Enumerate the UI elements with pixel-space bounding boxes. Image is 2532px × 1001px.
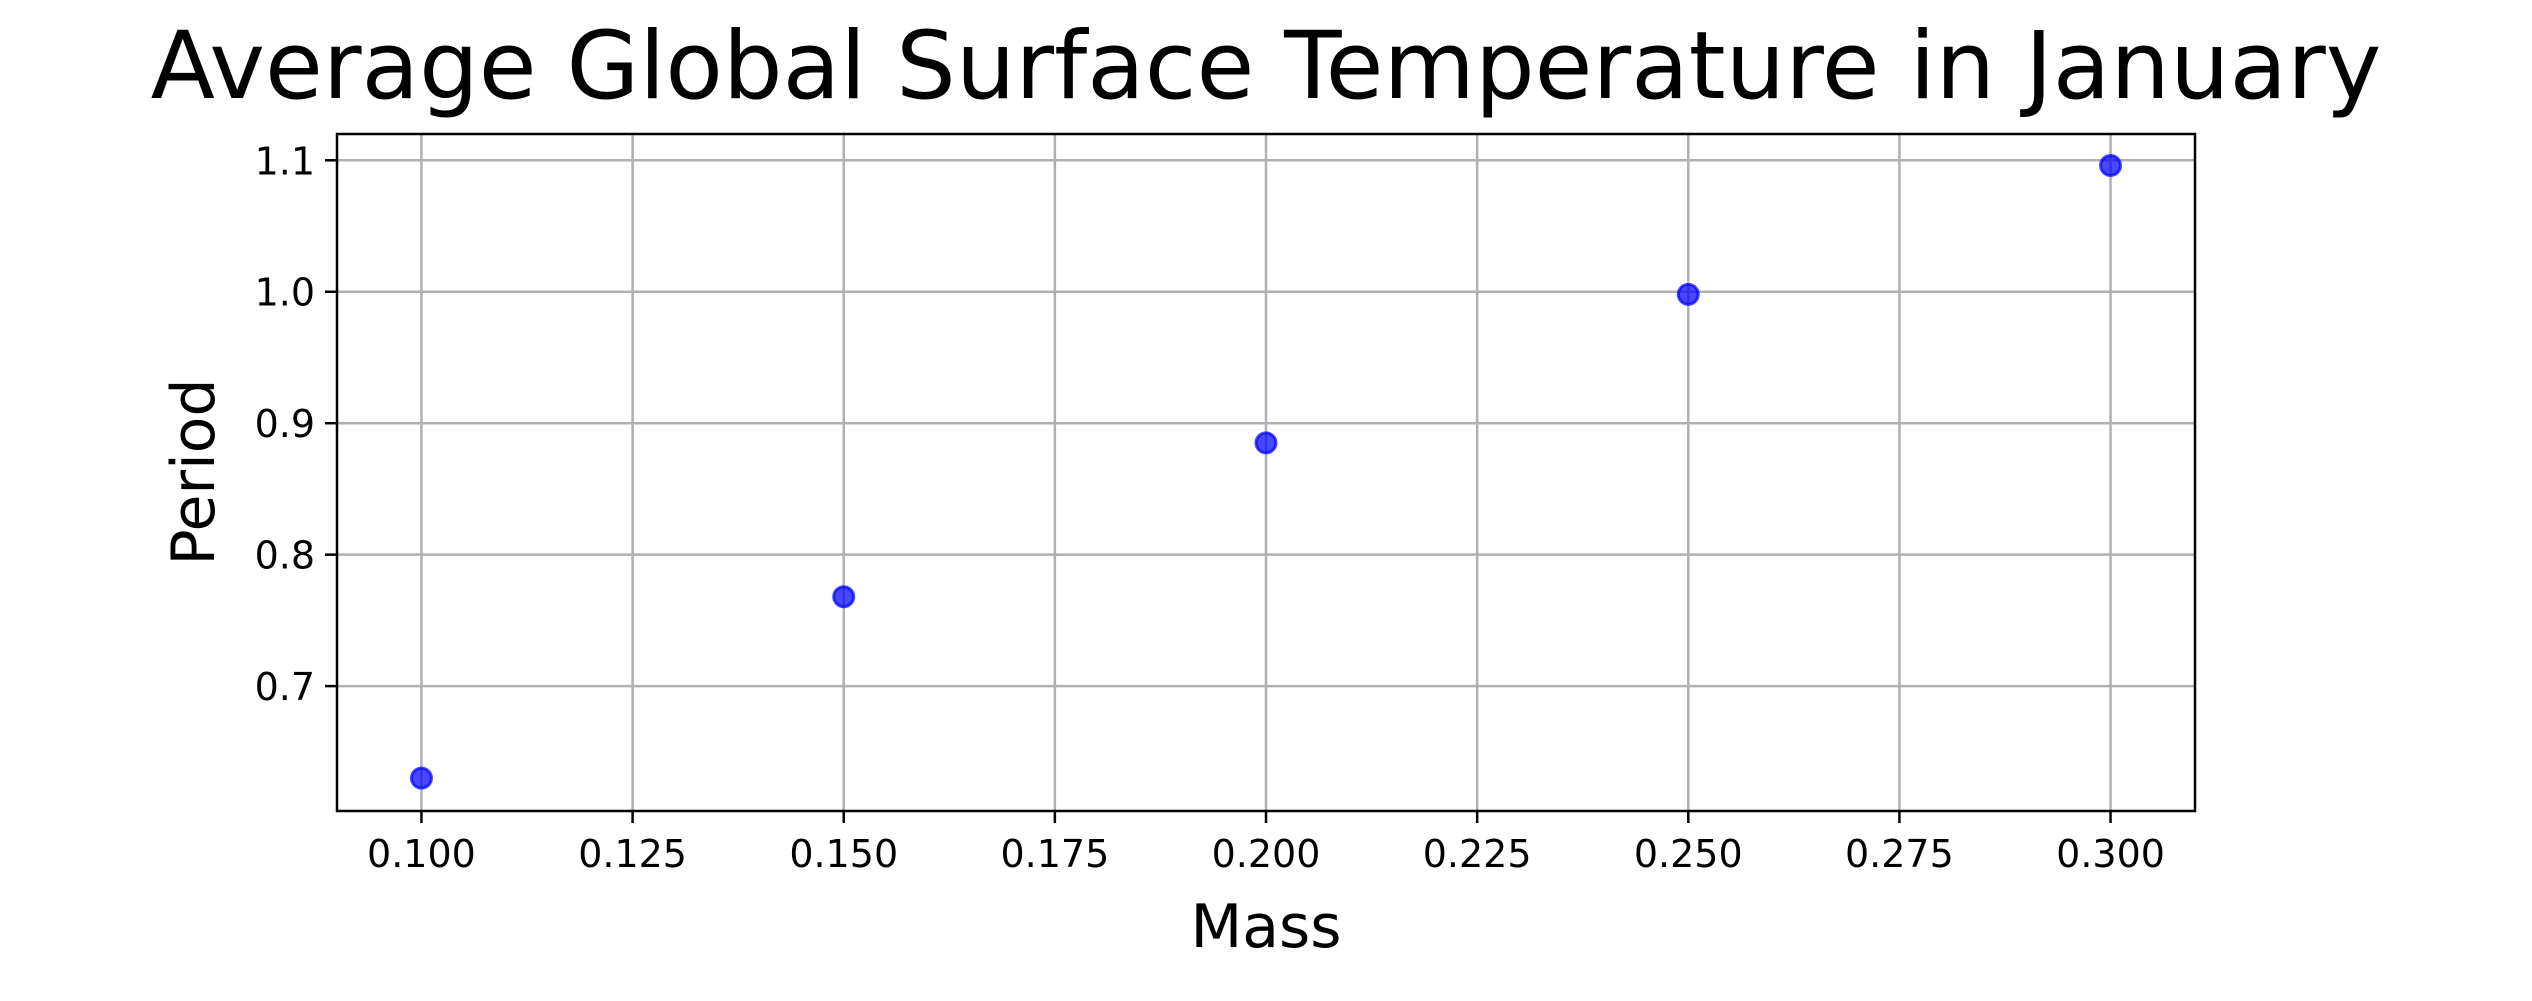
x-tick-label: 0.125	[578, 832, 687, 876]
y-tick-label: 0.8	[255, 534, 315, 578]
x-tick-label: 0.300	[2056, 832, 2165, 876]
chart-title: Average Global Surface Temperature in Ja…	[151, 12, 2382, 121]
data-point	[409, 766, 433, 790]
data-point	[1676, 282, 1700, 306]
x-tick-label: 0.200	[1212, 832, 1321, 876]
y-tick-label: 0.7	[255, 665, 315, 709]
y-tick-label: 0.9	[255, 402, 315, 446]
data-points	[409, 154, 2123, 790]
data-point	[832, 585, 856, 609]
plot-area-frame	[335, 132, 2197, 813]
y-tick-label: 1.1	[255, 139, 315, 183]
x-tick-label: 0.275	[1845, 832, 1954, 876]
data-point	[1254, 431, 1278, 455]
x-tick-label: 0.225	[1423, 832, 1532, 876]
x-tick-label: 0.175	[1000, 832, 1109, 876]
x-tick-label: 0.100	[367, 832, 476, 876]
grid-lines	[337, 134, 2195, 811]
y-tick-label: 1.0	[255, 271, 315, 315]
y-axis-label: Period	[159, 378, 229, 565]
x-axis-label: Mass	[1190, 892, 1341, 962]
axis-ticks: 0.100 0.125 0.150 0.175 0.200 0.225 0.250 0.275…	[255, 139, 2165, 876]
data-point	[2099, 154, 2123, 178]
x-tick-label: 0.150	[789, 832, 898, 876]
x-tick-label: 0.250	[1634, 832, 1743, 876]
